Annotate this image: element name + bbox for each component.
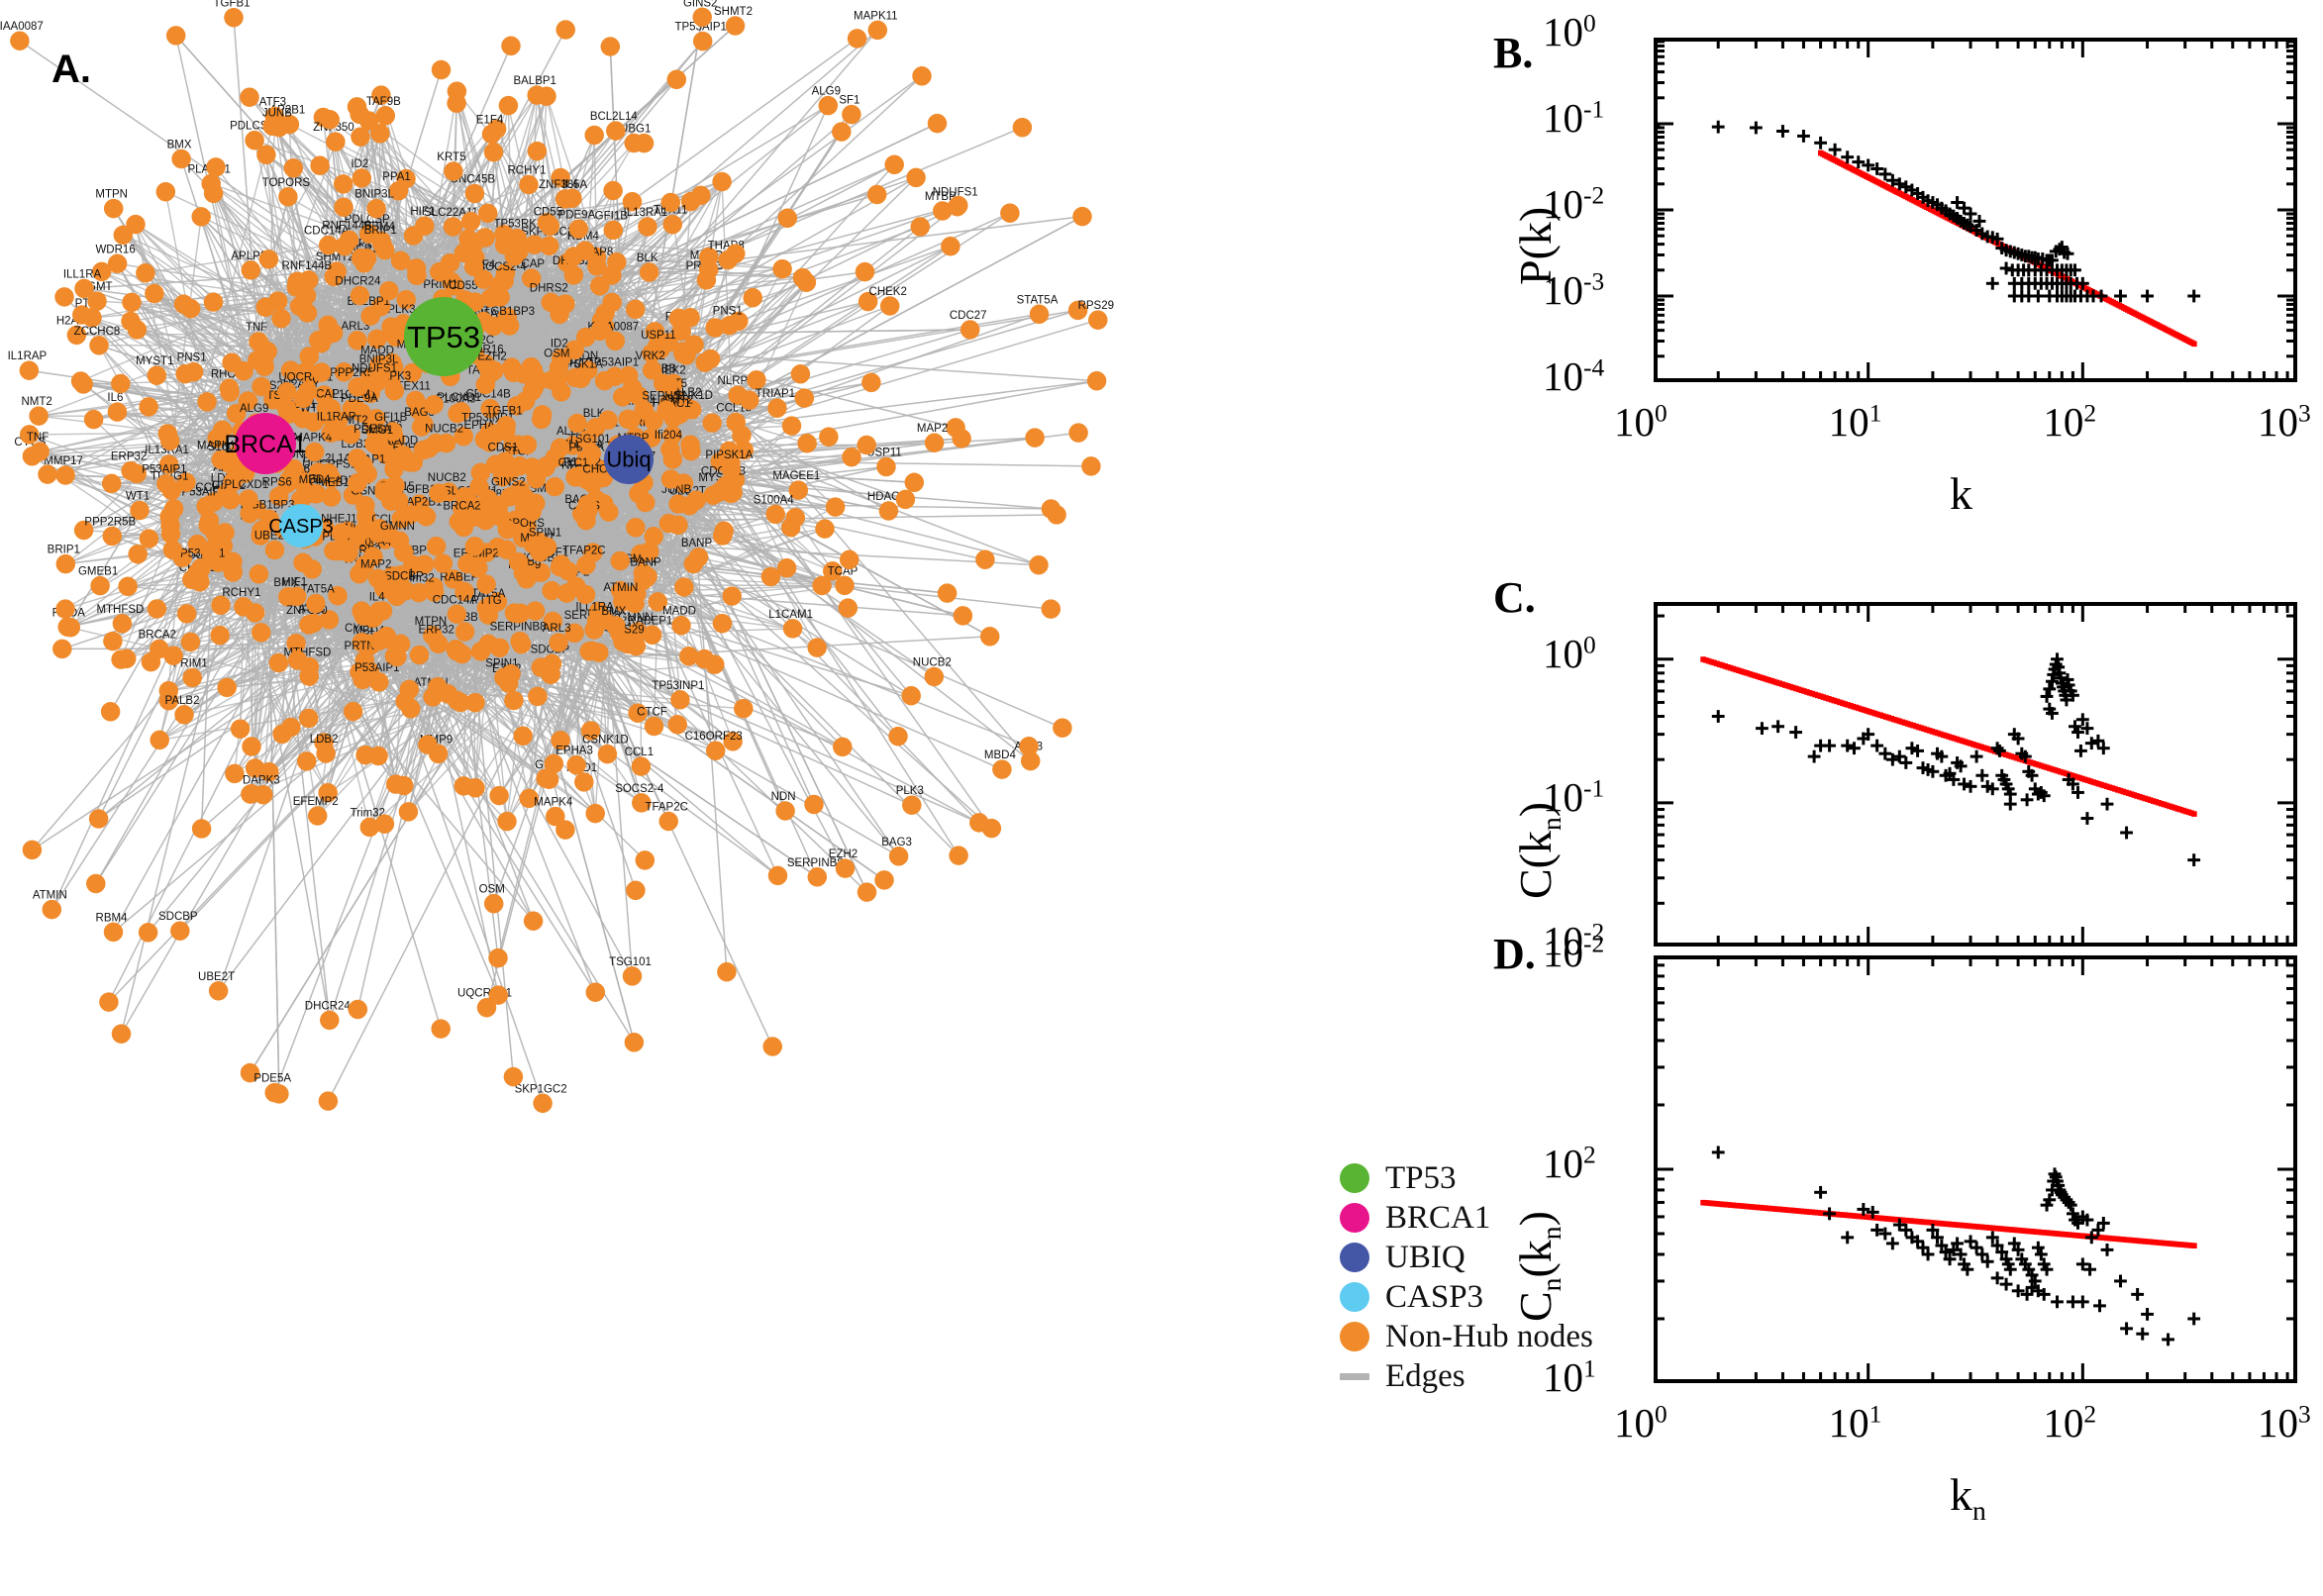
panel-a-label: A. [51, 48, 91, 91]
legend-item-tp53: TP53 [1340, 1158, 1593, 1198]
panel-d-ytick-label: 102 [1543, 1141, 1596, 1186]
hub-node-label: TP53 [407, 320, 480, 354]
data-points [1711, 1146, 2201, 1347]
panel-b-ytick-label: 100 [1543, 9, 1596, 54]
data-points [1711, 652, 2201, 867]
hub-node-label: CASP3 [268, 516, 334, 538]
legend-item-label: BRCA1 [1385, 1199, 1491, 1236]
legend-color-swatch [1340, 1322, 1369, 1351]
panel-d-frame [1654, 955, 2297, 1383]
panel-d-x-axis-title: kn [1950, 1469, 1986, 1527]
panel-a-network: TCAPZCCHC8P53AIP1LDB2TFAP2CKIAA0087DHCR2… [0, 0, 1114, 1114]
network-hub-layer: TP53 BRCA1 Ubiq CASP3 [224, 297, 654, 548]
panel-b-ytick-label: 10-3 [1543, 267, 1605, 313]
panel-b-xtick-label: 100 [1614, 399, 1667, 445]
legend-item-label: TP53 [1385, 1159, 1457, 1196]
hub-node-label: Ubiq [606, 448, 651, 472]
panel-b-ytick-label: 10-4 [1543, 353, 1605, 399]
panel-b-xtick-label: 101 [1828, 399, 1882, 445]
hub-node-brca1[interactable]: BRCA1 [224, 413, 307, 474]
network-nodes-layer: TCAPZCCHC8P53AIP1LDB2TFAP2CKIAA0087DHCR2… [0, 0, 1114, 1114]
data-points [1654, 120, 2201, 303]
legend-item-edges: Edges [1340, 1356, 1593, 1396]
panel-b-canvas [1654, 38, 2297, 382]
legend-item-label: Edges [1385, 1357, 1465, 1394]
legend-color-swatch [1340, 1243, 1369, 1272]
hub-node-casp3[interactable]: CASP3 [268, 504, 334, 548]
hub-node-label: BRCA1 [224, 431, 306, 458]
panel-b-plot [1654, 38, 2297, 382]
legend-edge-swatch [1340, 1372, 1369, 1380]
panel-d-label: D. [1493, 930, 1536, 978]
panel-b-x-axis-title: k [1950, 468, 1972, 519]
panel-d-xtick-label: 100 [1614, 1400, 1667, 1446]
hub-node-ubiq[interactable]: Ubiq [604, 435, 654, 484]
legend-item-label: Non-Hub nodes [1385, 1318, 1593, 1354]
legend-item-brca1: BRCA1 [1340, 1198, 1593, 1238]
legend-item-label: UBIQ [1385, 1239, 1465, 1275]
panel-c-ytick-label: 10-2 [1543, 918, 1605, 963]
panel-d-top-tick-label: 10-2 [1543, 930, 1605, 975]
panel-d-xtick-label: 101 [1828, 1400, 1882, 1446]
panel-b-ytick-label: 10-1 [1543, 95, 1605, 141]
panel-c-y-axis-title: C(kn) [1510, 801, 1567, 899]
legend-item-label: CASP3 [1385, 1278, 1484, 1315]
panel-c-plot [1654, 602, 2297, 947]
panel-d-y-axis-title: Cn(kn) [1510, 1211, 1567, 1322]
legend: TP53 BRCA1 UBIQ CASP3 Non-Hub nodes Edges [1340, 1158, 1593, 1396]
panel-c-ytick-label: 10-1 [1543, 773, 1605, 820]
panel-b-label: B. [1493, 29, 1534, 77]
panel-d-ytick-label: 101 [1543, 1354, 1596, 1400]
legend-item-ubiq: UBIQ [1340, 1238, 1593, 1277]
hub-node-tp53[interactable]: TP53 [404, 297, 483, 376]
panel-b-y-axis-title: P(k) [1510, 206, 1561, 285]
svg-text:NUCB2: NUCB2 [428, 472, 466, 484]
legend-color-swatch [1340, 1203, 1369, 1233]
network-graph: TCAPZCCHC8P53AIP1LDB2TFAP2CKIAA0087DHCR2… [0, 0, 1114, 1114]
panel-c-ytick-label: 100 [1543, 630, 1596, 676]
panel-c-label: C. [1493, 573, 1536, 622]
panel-c-frame [1654, 602, 2297, 947]
panel-d-plot [1654, 955, 2297, 1383]
legend-color-swatch [1340, 1163, 1369, 1193]
legend-item-non-hub-nodes: Non-Hub nodes [1340, 1317, 1593, 1356]
fit-line [1700, 1199, 2197, 1248]
legend-item-casp3: CASP3 [1340, 1277, 1593, 1317]
fit-line [1700, 656, 2197, 817]
panel-d-xtick-label: 103 [2258, 1400, 2311, 1446]
legend-color-swatch [1340, 1282, 1369, 1312]
panel-b-xtick-label: 102 [2043, 399, 2097, 445]
panel-b-xtick-label: 103 [2258, 399, 2311, 445]
panel-c-canvas [1654, 602, 2297, 947]
panel-d-canvas [1654, 955, 2297, 1383]
panel-d-xtick-label: 102 [2043, 1400, 2097, 1446]
panel-b-ytick-label: 10-2 [1543, 181, 1605, 227]
